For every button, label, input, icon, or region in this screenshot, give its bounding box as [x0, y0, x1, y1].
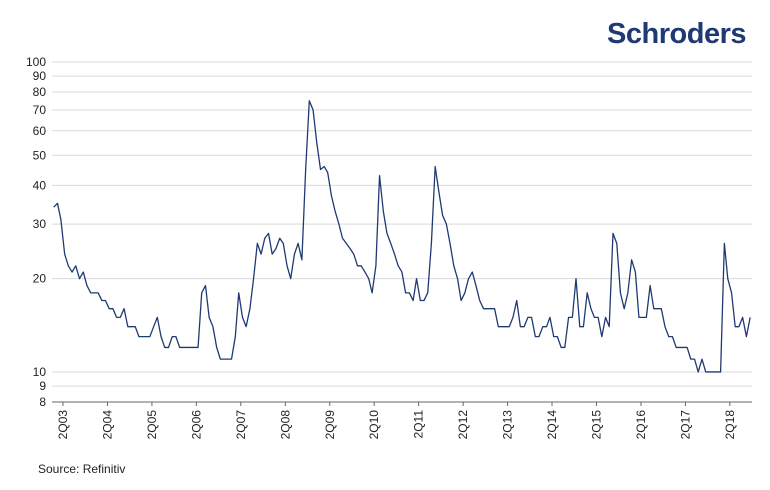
x-tick-label: 2Q10: [367, 410, 381, 440]
series-line-0: [53, 100, 751, 373]
y-tick-label: 8: [39, 395, 46, 409]
x-tick-label: 2Q08: [278, 410, 292, 440]
x-axis: [52, 401, 752, 406]
x-tick-label: 2Q03: [56, 410, 70, 440]
x-tick-label: 2Q05: [145, 410, 159, 440]
y-tick-label: 20: [33, 272, 47, 286]
x-tick-label: 2Q07: [234, 410, 248, 440]
x-tick-label: 2Q16: [634, 410, 648, 440]
source-note: Source: Refinitiv: [38, 462, 126, 476]
y-tick-label: 40: [33, 178, 47, 192]
y-tick-label: 9: [39, 379, 46, 393]
grid-layer: [52, 61, 752, 403]
x-tick-label: 2Q14: [545, 410, 559, 440]
y-tick-label: 100: [26, 55, 46, 69]
y-tick-label: 60: [33, 124, 47, 138]
x-tick-label: 2Q13: [501, 410, 515, 440]
y-tick-label: 10: [33, 365, 47, 379]
schroders-logo: Schroders: [607, 18, 746, 50]
x-tick-label: 2Q18: [723, 410, 737, 440]
y-tick-label: 80: [33, 85, 47, 99]
x-tick-labels: 2Q03 2Q04 2Q05 2Q06 2Q07 2Q08 2Q09 2Q10 2Q11 2Q12…: [56, 410, 737, 440]
y-tick-label: 30: [33, 217, 47, 231]
x-tick-label: 2Q09: [323, 410, 337, 440]
x-tick-label: 2Q15: [589, 410, 603, 440]
x-tick-label: 2Q17: [678, 410, 692, 440]
x-tick-label: 2Q04: [101, 410, 115, 440]
x-tick-label: 2Q12: [456, 410, 470, 440]
series-layer: [53, 100, 751, 373]
y-tick-label: 70: [33, 103, 47, 117]
x-tick-label: 2Q11: [412, 410, 426, 439]
y-tick-label: 50: [33, 148, 47, 162]
x-tick-label: 2Q06: [189, 410, 203, 440]
y-tick-label: 90: [33, 69, 47, 83]
